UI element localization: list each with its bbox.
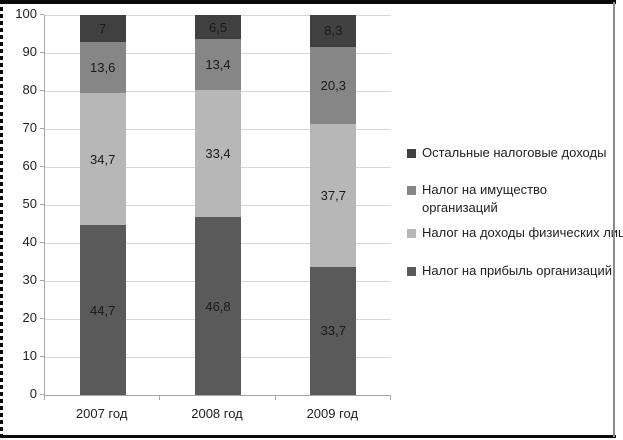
- legend-item: Остальные налоговые доходы: [407, 144, 619, 162]
- x-axis-tick: [390, 396, 391, 400]
- legend-item-label: Налог на имущество организаций: [422, 182, 548, 215]
- bar-segment: 46,8: [195, 217, 241, 395]
- frame-top-border: [0, 0, 616, 4]
- bar-segment: 7: [79, 15, 126, 42]
- y-axis-tick: [40, 166, 44, 167]
- x-axis-label: 2007 год: [75, 406, 128, 421]
- bar-segment-label: 20,3: [320, 77, 346, 93]
- bar-segment: 33,4: [195, 90, 241, 218]
- bar-segment-label: 34,7: [90, 151, 116, 167]
- legend-swatch: [407, 229, 416, 238]
- y-axis-tick: [40, 280, 44, 281]
- bar-segment: 20,3: [310, 46, 357, 124]
- bar: 46,8 33,4 13,4 6,5: [195, 14, 241, 395]
- y-axis-tick: [40, 204, 44, 205]
- bar-segment-label: 13,6: [90, 59, 116, 75]
- y-axis-label: 10: [22, 348, 37, 363]
- y-axis-label: 70: [22, 120, 37, 135]
- legend-swatch: [407, 149, 416, 158]
- y-axis-label: 100: [15, 6, 37, 21]
- bar-segment-label: 37,7: [320, 187, 346, 203]
- legend-swatch: [407, 186, 416, 195]
- frame-left-border: [0, 0, 3, 438]
- x-axis-tick: [274, 396, 276, 400]
- bar-segment: 37,7: [310, 123, 357, 267]
- legend-item: Налог на имущество организаций: [407, 181, 589, 217]
- bar-segment-label: 6,5: [208, 19, 228, 35]
- y-axis-tick: [40, 318, 44, 319]
- bar-segment-label: 7: [99, 20, 107, 36]
- y-axis-tick: [40, 52, 44, 53]
- bar-segment: 8,3: [310, 15, 357, 47]
- bar-segment-label: 33,4: [205, 146, 231, 162]
- x-axis-label: 2008 год: [191, 406, 243, 421]
- frame-bottom-border: [0, 435, 616, 438]
- y-axis-tick: [40, 394, 44, 395]
- plot-area: 44,7 34,7 13,6 7 46,8 33,4 13,4 6,5 33,7 37,7 20,3…: [44, 14, 391, 396]
- bar-segment-label: 13,4: [205, 57, 231, 73]
- y-axis-label: 40: [22, 234, 37, 249]
- y-axis-label: 60: [22, 158, 37, 173]
- bar-segment: 6,5: [195, 14, 241, 40]
- bar: 33,7 37,7 20,3 8,3: [310, 15, 357, 395]
- x-axis-label: 2009 год: [306, 406, 359, 421]
- legend-item-label: Налог на доходы физических лиц: [422, 225, 623, 240]
- legend-item-label: Остальные налоговые доходы: [422, 145, 607, 160]
- y-axis-label: 0: [29, 386, 37, 401]
- bar-segment: 33,7: [310, 266, 357, 395]
- bar-segment-label: 33,7: [320, 323, 346, 339]
- y-axis-tick: [40, 128, 44, 129]
- y-axis-tick: [40, 14, 44, 15]
- legend-swatch: [407, 267, 416, 276]
- bar-segment: 13,6: [79, 41, 126, 94]
- y-axis-tick: [40, 90, 44, 91]
- y-axis-tick: [40, 242, 44, 243]
- bar-segment-label: 8,3: [324, 23, 343, 39]
- y-axis-label: 90: [22, 44, 37, 59]
- y-axis-label: 80: [22, 82, 37, 97]
- bar-segment-label: 44,7: [90, 302, 116, 318]
- bar-segment: 34,7: [79, 93, 126, 226]
- y-axis-label: 50: [22, 196, 37, 211]
- legend-item: Налог на доходы физических лиц: [407, 224, 623, 242]
- x-axis-tick: [44, 396, 45, 400]
- bar-segment-label: 46,8: [205, 298, 231, 314]
- bar-segment: 13,4: [195, 39, 241, 91]
- bar-segment: 44,7: [79, 225, 126, 395]
- legend-item: Налог на прибыль организаций: [407, 262, 619, 280]
- y-axis-tick: [40, 356, 44, 357]
- legend-item-label: Налог на прибыль организаций: [422, 263, 612, 278]
- y-axis-label: 20: [22, 310, 37, 325]
- y-axis-label: 30: [22, 272, 37, 287]
- bar: 44,7 34,7 13,6 7: [79, 15, 126, 395]
- x-axis-tick: [159, 396, 161, 400]
- frame-right-border: [613, 2, 615, 437]
